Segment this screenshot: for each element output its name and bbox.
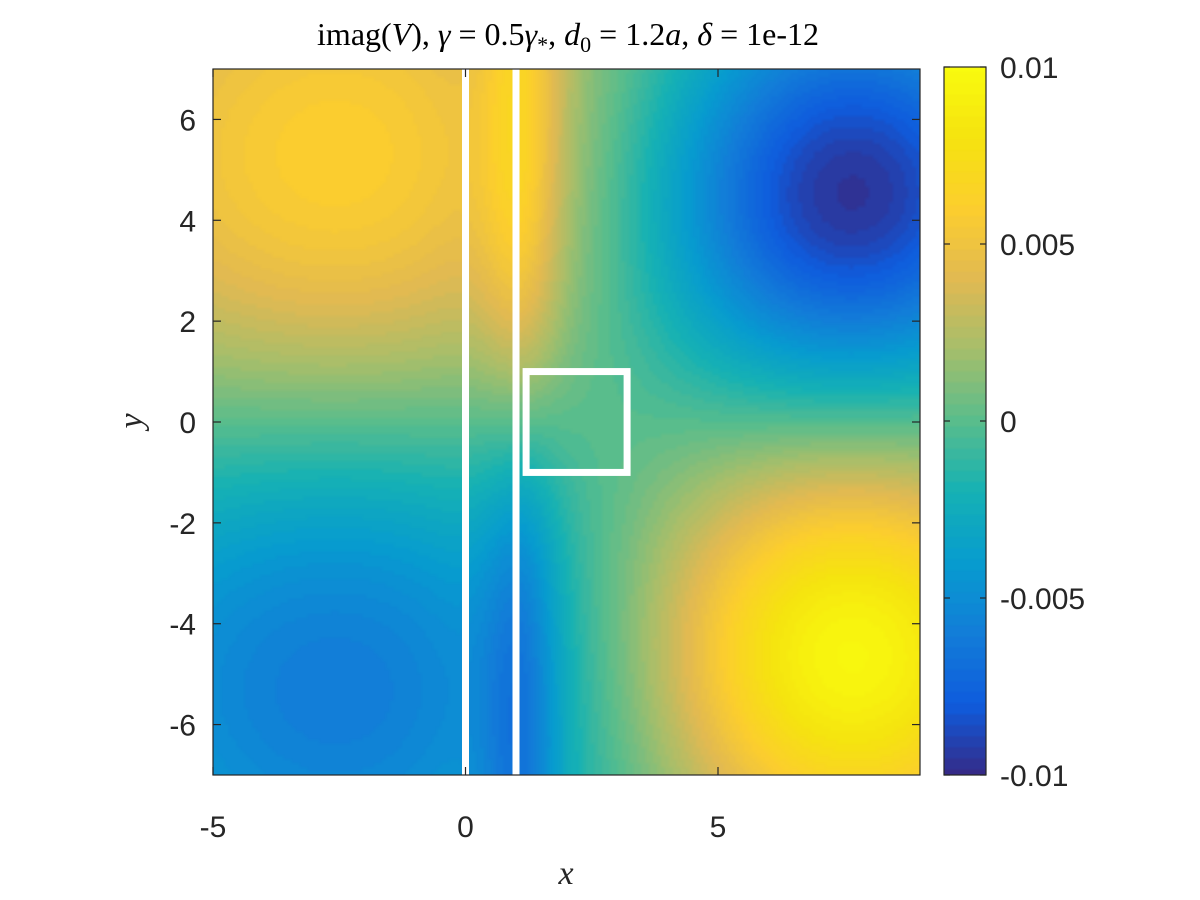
colorbar-tick-label: -0.01 bbox=[1000, 760, 1068, 793]
title-close: ), bbox=[411, 16, 430, 52]
title-a: a bbox=[665, 16, 681, 52]
y-tick-label: -2 bbox=[169, 508, 196, 541]
title-star: * bbox=[537, 32, 548, 57]
y-tick-labels: 6 4 2 0 -2 -4 -6 bbox=[169, 104, 196, 742]
colorbar-tick-labels: 0.01 0.005 0 -0.005 -0.01 bbox=[1000, 52, 1085, 793]
title-sep1: , bbox=[548, 16, 556, 52]
colorbar-tick-label: 0 bbox=[1000, 406, 1017, 439]
title-eq3: = 1e-12 bbox=[712, 16, 819, 52]
x-tick-label: 5 bbox=[710, 811, 727, 844]
title-delta: δ bbox=[697, 16, 713, 52]
plot-ticks bbox=[212, 69, 920, 775]
colorbar-tick-label: 0.005 bbox=[1000, 229, 1075, 262]
title-var: V bbox=[392, 16, 415, 52]
title-gamma: γ bbox=[438, 16, 452, 52]
title-func: imag( bbox=[317, 16, 392, 52]
overlay-group bbox=[462, 69, 631, 775]
colorbar-ticks bbox=[944, 66, 986, 776]
y-tick-label: -6 bbox=[169, 710, 196, 743]
x-tick-labels: -5 0 5 bbox=[200, 811, 727, 844]
y-tick-label: 4 bbox=[179, 205, 196, 238]
title-eq1: = 0.5 bbox=[450, 16, 524, 52]
colorbar-tick-label: 0.01 bbox=[1000, 52, 1058, 85]
title-d-sub: 0 bbox=[580, 32, 591, 57]
chart-title: imag(V), γ = 0.5γ*, d0 = 1.2a, δ = 1e-12 bbox=[317, 16, 819, 57]
x-tick-label: -5 bbox=[200, 811, 227, 844]
x-tick-label: 0 bbox=[457, 811, 474, 844]
x-axis-label: x bbox=[557, 855, 573, 892]
colorbar-gradient bbox=[944, 67, 986, 775]
colorbar-tick-label: -0.005 bbox=[1000, 583, 1085, 616]
y-axis-label: y bbox=[113, 413, 150, 432]
title-gamma-star: γ bbox=[525, 16, 539, 52]
y-tick-label: 0 bbox=[179, 407, 196, 440]
title-eq2: = 1.2 bbox=[591, 16, 665, 52]
y-tick-label: -4 bbox=[169, 609, 196, 642]
y-tick-label: 2 bbox=[179, 306, 196, 339]
overlay-rectangle bbox=[522, 368, 631, 476]
title-d: d bbox=[564, 16, 581, 52]
title-sep2: , bbox=[681, 16, 689, 52]
heatmap-image bbox=[213, 69, 920, 775]
y-tick-label: 6 bbox=[179, 104, 196, 137]
